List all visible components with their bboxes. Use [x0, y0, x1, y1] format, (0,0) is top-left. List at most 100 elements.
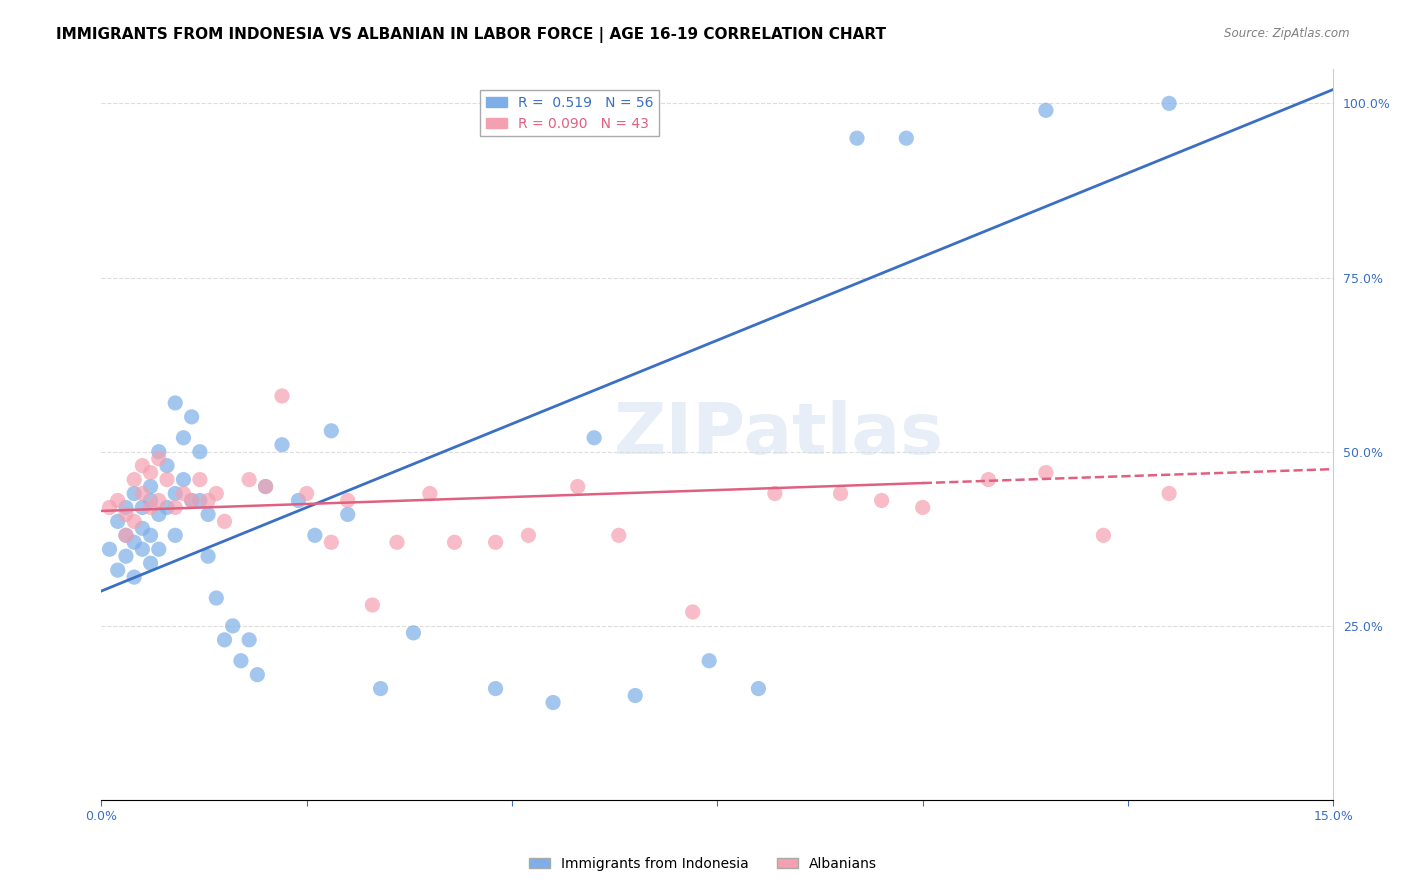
- Point: [747, 681, 769, 696]
- Point: [205, 591, 228, 605]
- Point: [148, 493, 170, 508]
- Point: [131, 458, 153, 473]
- Point: [156, 458, 179, 473]
- Point: [165, 528, 187, 542]
- Point: [254, 479, 277, 493]
- Point: [139, 528, 162, 542]
- Point: [1159, 486, 1181, 500]
- Point: [443, 535, 465, 549]
- Point: [419, 486, 441, 500]
- Point: [148, 542, 170, 557]
- Point: [172, 473, 194, 487]
- Point: [1035, 466, 1057, 480]
- Point: [222, 619, 245, 633]
- Point: [214, 515, 236, 529]
- Point: [131, 542, 153, 557]
- Point: [122, 535, 145, 549]
- Point: [205, 486, 228, 500]
- Point: [165, 486, 187, 500]
- Point: [830, 486, 852, 500]
- Point: [321, 535, 343, 549]
- Point: [156, 473, 179, 487]
- Point: [148, 444, 170, 458]
- Point: [214, 632, 236, 647]
- Point: [139, 556, 162, 570]
- Point: [697, 654, 720, 668]
- Point: [139, 493, 162, 508]
- Point: [238, 632, 260, 647]
- Point: [870, 493, 893, 508]
- Point: [148, 451, 170, 466]
- Point: [304, 528, 326, 542]
- Point: [165, 396, 187, 410]
- Point: [197, 493, 219, 508]
- Point: [115, 528, 138, 542]
- Point: [131, 521, 153, 535]
- Point: [188, 444, 211, 458]
- Point: [131, 486, 153, 500]
- Point: [336, 508, 359, 522]
- Point: [238, 473, 260, 487]
- Point: [624, 689, 647, 703]
- Point: [271, 389, 294, 403]
- Point: [271, 438, 294, 452]
- Point: [180, 493, 202, 508]
- Point: [98, 542, 121, 557]
- Point: [385, 535, 408, 549]
- Point: [763, 486, 786, 500]
- Point: [131, 500, 153, 515]
- Point: [122, 515, 145, 529]
- Point: [139, 479, 162, 493]
- Point: [1035, 103, 1057, 118]
- Point: [287, 493, 309, 508]
- Point: [484, 681, 506, 696]
- Point: [115, 508, 138, 522]
- Point: [1159, 96, 1181, 111]
- Point: [107, 493, 129, 508]
- Point: [122, 570, 145, 584]
- Point: [180, 409, 202, 424]
- Point: [1092, 528, 1115, 542]
- Text: IMMIGRANTS FROM INDONESIA VS ALBANIAN IN LABOR FORCE | AGE 16-19 CORRELATION CHA: IMMIGRANTS FROM INDONESIA VS ALBANIAN IN…: [56, 27, 886, 43]
- Point: [246, 667, 269, 681]
- Point: [172, 486, 194, 500]
- Point: [188, 493, 211, 508]
- Point: [197, 508, 219, 522]
- Text: ZIPatlas: ZIPatlas: [614, 400, 943, 469]
- Point: [188, 473, 211, 487]
- Point: [197, 549, 219, 564]
- Legend: R =  0.519   N = 56, R = 0.090   N = 43: R = 0.519 N = 56, R = 0.090 N = 43: [481, 90, 659, 136]
- Point: [321, 424, 343, 438]
- Point: [139, 466, 162, 480]
- Legend: Immigrants from Indonesia, Albanians: Immigrants from Indonesia, Albanians: [524, 851, 882, 876]
- Point: [517, 528, 540, 542]
- Text: Source: ZipAtlas.com: Source: ZipAtlas.com: [1225, 27, 1350, 40]
- Point: [115, 500, 138, 515]
- Point: [148, 508, 170, 522]
- Point: [122, 473, 145, 487]
- Point: [977, 473, 1000, 487]
- Point: [583, 431, 606, 445]
- Point: [682, 605, 704, 619]
- Point: [484, 535, 506, 549]
- Point: [911, 500, 934, 515]
- Point: [172, 431, 194, 445]
- Point: [115, 528, 138, 542]
- Point: [336, 493, 359, 508]
- Point: [107, 563, 129, 577]
- Point: [115, 549, 138, 564]
- Point: [229, 654, 252, 668]
- Point: [846, 131, 869, 145]
- Point: [254, 479, 277, 493]
- Point: [180, 493, 202, 508]
- Point: [567, 479, 589, 493]
- Point: [98, 500, 121, 515]
- Point: [361, 598, 384, 612]
- Point: [156, 500, 179, 515]
- Point: [541, 696, 564, 710]
- Point: [370, 681, 392, 696]
- Point: [107, 515, 129, 529]
- Point: [607, 528, 630, 542]
- Point: [139, 500, 162, 515]
- Point: [402, 625, 425, 640]
